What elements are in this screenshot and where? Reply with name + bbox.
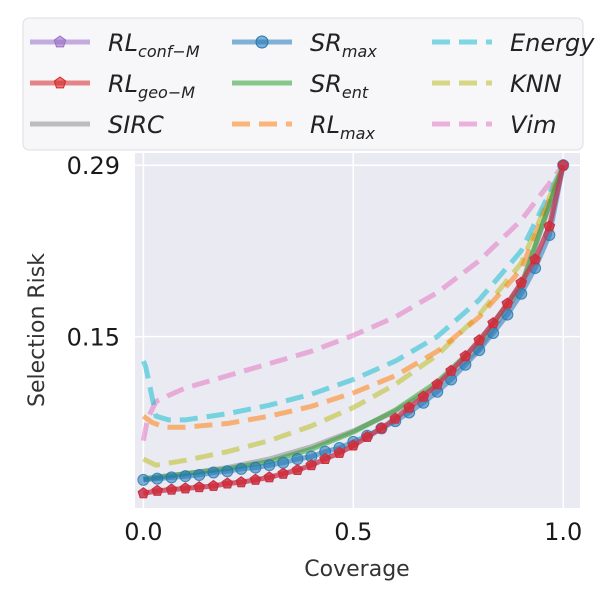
series-line-vim [140, 163, 566, 442]
data-point-sr-max [207, 466, 220, 479]
data-point-sr-max [193, 468, 206, 481]
data-point-rl-geo-m [291, 463, 304, 475]
legend-item-rl-max: RLmax [232, 111, 375, 143]
data-point-rl-geo-m [137, 487, 150, 499]
data-point-rl-geo-m [515, 276, 528, 288]
y-axis-label: Selection Risk [25, 253, 50, 407]
legend-item-sr-max: SRmax [232, 29, 377, 61]
series-knn [142, 164, 566, 468]
legend-label-rl-conf-m: RLconf−M [108, 29, 200, 61]
data-point-rl-geo-m [277, 467, 289, 479]
x-tick-label: 0.0 [124, 518, 162, 546]
legend-item-vim: Vim [432, 111, 556, 139]
grid [135, 153, 580, 508]
y-tick-label: 0.15 [67, 324, 120, 352]
series-line-knn [142, 164, 566, 468]
series-rl-geo-m [137, 159, 569, 499]
data-point-rl-geo-m [165, 483, 178, 495]
data-point-rl-geo-m [249, 473, 262, 485]
data-point-rl-geo-m [235, 476, 247, 488]
series-energy [141, 164, 566, 423]
data-point-rl-geo-m [403, 401, 415, 413]
data-point-rl-geo-m [347, 439, 360, 451]
series-rl-max [141, 164, 566, 430]
x-tick-label: 1.0 [544, 518, 582, 546]
series-vim [140, 163, 566, 442]
legend-marker-rl-geo-m [53, 76, 67, 89]
data-point-sr-max [137, 473, 150, 486]
data-point-rl-geo-m [445, 364, 457, 376]
data-point-rl-geo-m [207, 479, 220, 491]
data-point-rl-geo-m [459, 350, 472, 362]
x-tick-label: 0.5 [334, 518, 372, 546]
series-layer [137, 159, 570, 499]
legend-label-sr-max: SRmax [310, 29, 377, 61]
data-point-rl-geo-m [557, 159, 569, 171]
legend-item-rl-conf-m: RLconf−M [30, 29, 200, 61]
legend-label-knn: KNN [510, 70, 562, 98]
legend-label-vim: Vim [510, 111, 556, 139]
data-point-sr-max [179, 470, 192, 483]
x-axis-label: Coverage [304, 557, 409, 582]
tick-labels: 0.0 0.5 1.0 0.15 0.29 [67, 152, 583, 546]
series-line-rl-max [141, 164, 566, 430]
data-point-rl-geo-m [431, 378, 444, 390]
data-point-sr-max [263, 459, 276, 472]
legend-label-rl-geo-m: RLgeo−M [108, 70, 195, 102]
legend-item-energy: Energy [432, 29, 595, 57]
data-point-rl-geo-m [529, 253, 541, 265]
legend-item-rl-geo-m: RLgeo−M [30, 70, 195, 102]
data-point-rl-geo-m [333, 446, 346, 458]
data-point-sr-max [151, 472, 164, 485]
legend-label-rl-max: RLmax [310, 111, 375, 143]
data-point-sr-max [249, 461, 262, 474]
legend-box [22, 17, 584, 151]
data-point-rl-geo-m [543, 220, 556, 232]
legend-marker-rl-conf-m [53, 35, 67, 48]
data-point-rl-geo-m [501, 297, 514, 309]
data-point-rl-geo-m [417, 390, 430, 402]
data-point-rl-geo-m [263, 471, 276, 483]
data-point-sr-max [277, 456, 290, 469]
data-point-rl-geo-m [389, 412, 402, 424]
data-point-rl-geo-m [487, 317, 499, 329]
data-point-rl-geo-m [221, 477, 234, 489]
legend-item-knn: KNN [432, 70, 562, 98]
data-point-sr-max [235, 462, 248, 475]
legend-marker-sr-max [255, 35, 269, 49]
data-point-rl-geo-m [361, 430, 373, 442]
legend-label-energy: Energy [510, 29, 595, 57]
legend-item-sirc: SIRC [30, 111, 164, 139]
legend-label-sirc: SIRC [108, 111, 164, 139]
legend-item-sr-ent: SRent [232, 70, 369, 102]
data-point-rl-geo-m [319, 452, 331, 464]
data-point-rl-geo-m [151, 484, 164, 496]
data-point-sr-max [291, 453, 304, 466]
data-point-sr-max [165, 471, 178, 484]
legend: RLconf−M RLgeo−M SIRC SRmax SRent RLmax Energy… [22, 17, 595, 151]
plot-area [135, 153, 580, 508]
data-point-rl-geo-m [473, 334, 486, 346]
data-point-rl-geo-m [375, 422, 388, 434]
data-point-rl-geo-m [193, 481, 206, 493]
data-point-rl-geo-m [179, 482, 192, 494]
data-point-rl-geo-m [305, 459, 318, 471]
y-tick-label: 0.29 [67, 152, 120, 180]
series-line-energy [141, 164, 566, 423]
legend-label-sr-ent: SRent [310, 70, 369, 102]
data-point-sr-max [221, 465, 234, 478]
